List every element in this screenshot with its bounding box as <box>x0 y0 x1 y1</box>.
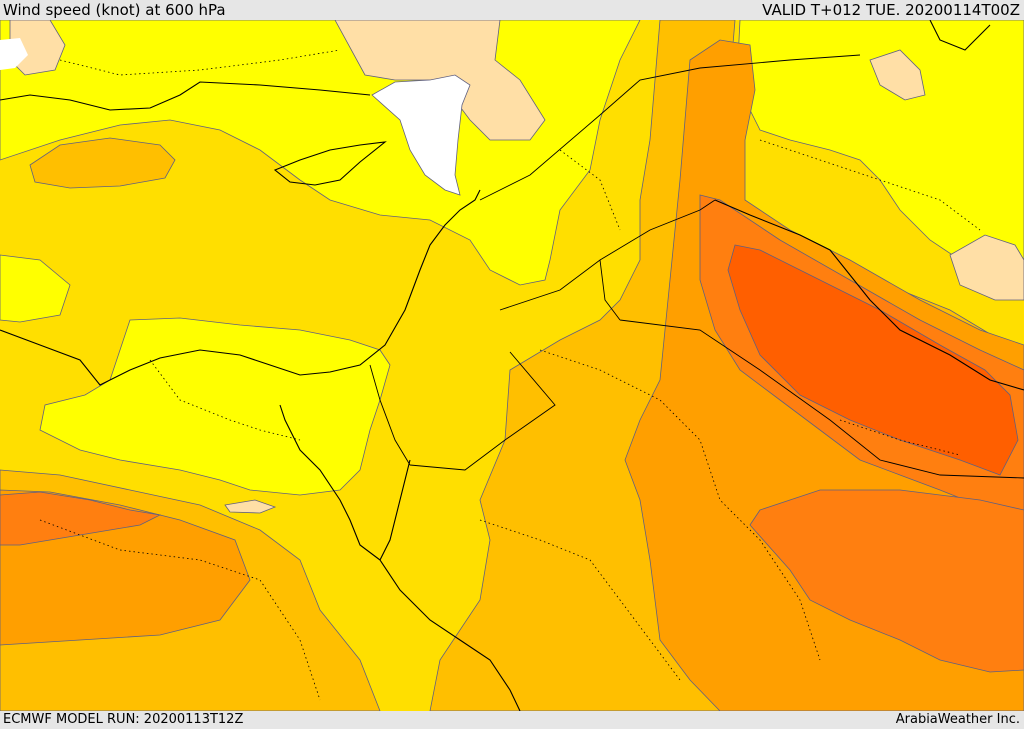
band-amber-north-blob <box>29 137 176 189</box>
admin-boundaries <box>39 49 981 701</box>
coastline-turkey <box>0 81 371 111</box>
coastline-caspian <box>929 20 991 51</box>
coastline-mediterranean <box>0 189 481 386</box>
wind-speed-map[interactable] <box>0 20 1024 711</box>
band-light-east <box>949 234 1024 301</box>
coastline-gulf <box>714 199 1024 391</box>
band-yellow-central <box>39 317 391 496</box>
border-lines <box>369 54 1024 479</box>
valid-time: VALID T+012 TUE. 20200114T00Z <box>762 1 1020 19</box>
band-light-northeast <box>869 49 926 101</box>
credit: ArabiaWeather Inc. <box>895 712 1020 727</box>
band-deep-orange-south <box>749 489 1024 673</box>
band-deep-orange-west <box>0 491 162 546</box>
map-title: Wind speed (knot) at 600 hPa <box>3 1 226 19</box>
coastline-red-sea <box>279 404 521 711</box>
band-red-orange-max <box>727 244 1019 476</box>
land-mask-white-northwest <box>0 38 28 70</box>
footer-bar: ECMWF MODEL RUN: 20200113T12Z ArabiaWeat… <box>0 711 1024 729</box>
coastline-cyprus <box>273 141 387 186</box>
model-run: ECMWF MODEL RUN: 20200113T12Z <box>3 712 244 727</box>
land-mask-white <box>371 74 471 196</box>
band-light-small <box>224 499 277 514</box>
header-bar: Wind speed (knot) at 600 hPa VALID T+012… <box>0 0 1024 20</box>
band-yellow-west <box>0 254 71 323</box>
